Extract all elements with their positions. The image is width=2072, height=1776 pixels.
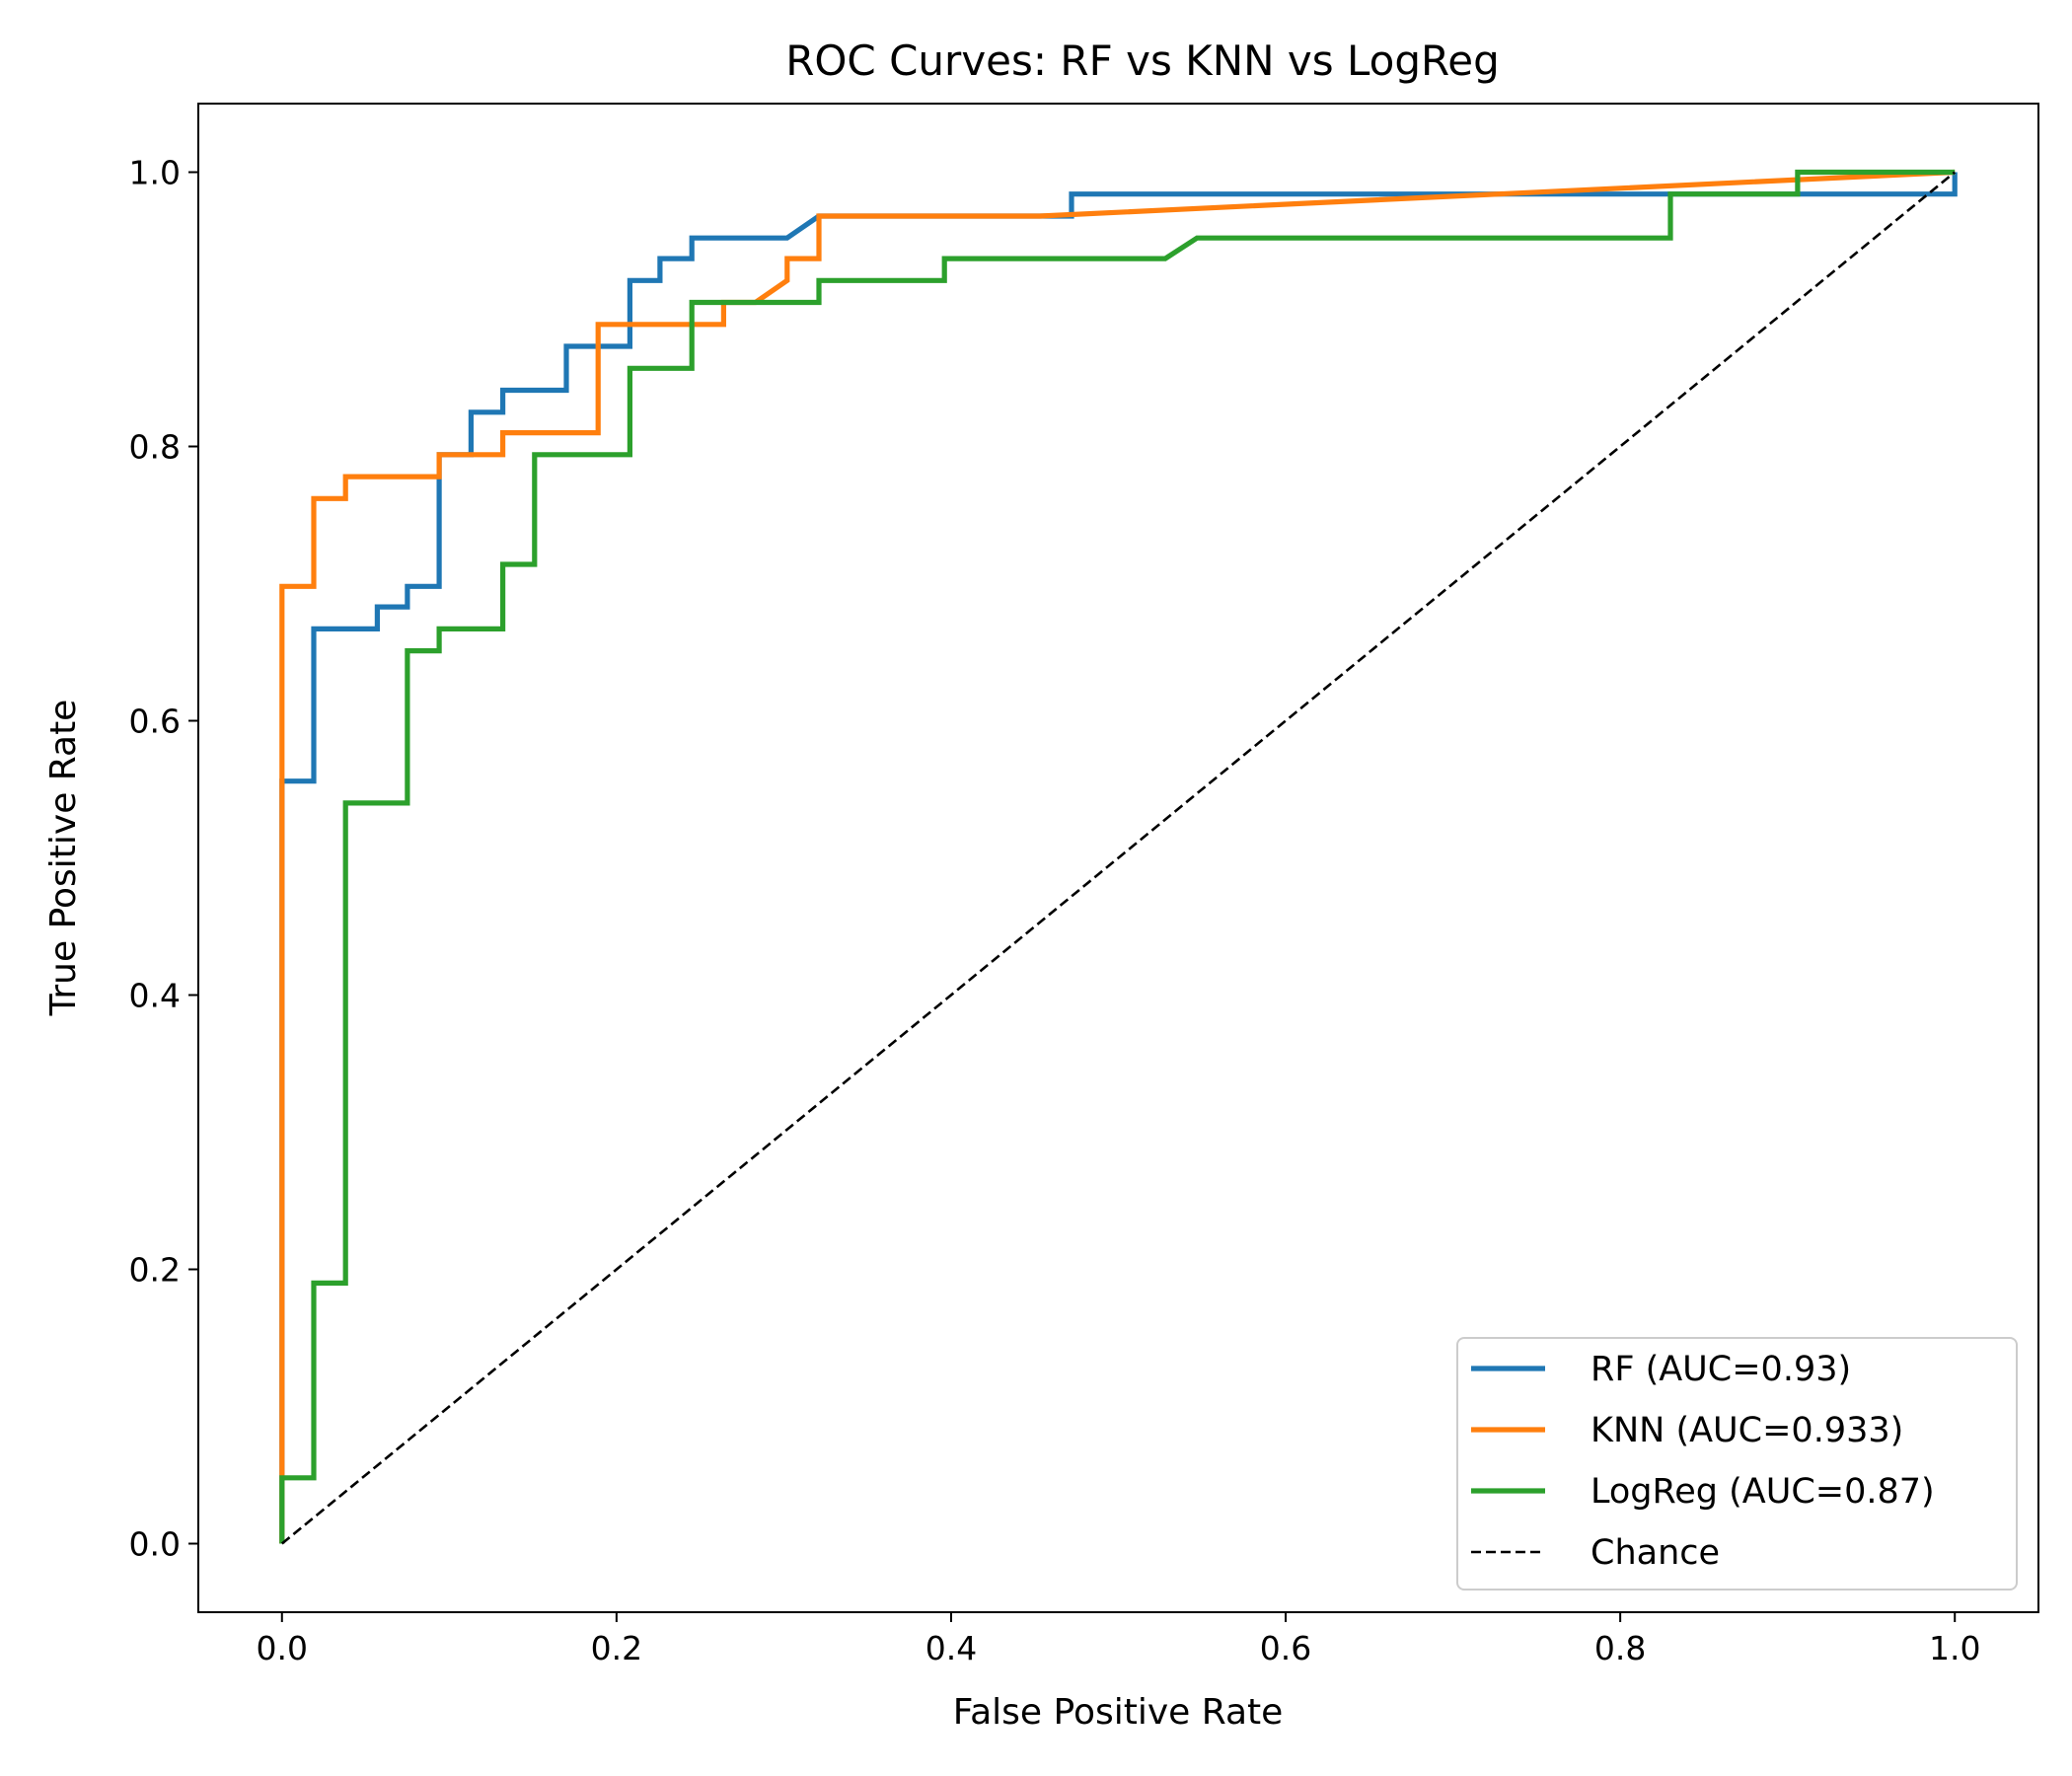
legend-label-3: Chance [1591,1533,1720,1573]
y-tick-label: 0.8 [129,428,181,467]
x-tick-label: 0.8 [1594,1629,1646,1667]
legend-label-1: KNN (AUC=0.933) [1591,1411,1903,1450]
series-line-0 [279,172,1958,1544]
y-tick-label: 0.6 [129,703,181,741]
legend-box [1456,1337,2018,1591]
y-axis-label: True Positive Rate [43,700,84,1017]
plot-frame [197,103,2039,1613]
legend-label-2: LogReg (AUC=0.87) [1591,1472,1935,1512]
x-axis-label: False Positive Rate [953,1692,1284,1733]
y-tick-label: 0.4 [129,977,181,1015]
y-tick-label: 0.2 [129,1251,181,1290]
y-axis-ticks: 0.0 0.2 0.4 0.6 0.8 1.0 [129,154,198,1564]
x-axis-ticks: 0.0 0.2 0.4 0.6 0.8 1.0 [257,1612,1980,1667]
legend-label-0: RF (AUC=0.93) [1591,1350,1851,1389]
chart-title: ROC Curves: RF vs KNN vs LogReg [785,37,1500,85]
x-tick-label: 0.0 [257,1629,308,1667]
legend: RF (AUC=0.93) KNN (AUC=0.933) LogReg (AUC=… [1456,1337,2018,1591]
series-line-1 [279,169,1956,1544]
x-tick-label: 0.4 [925,1629,977,1667]
y-tick-label: 1.0 [129,154,181,192]
x-tick-label: 0.2 [591,1629,642,1667]
x-tick-label: 0.6 [1260,1629,1311,1667]
y-tick-label: 0.0 [129,1525,181,1564]
series-line-2 [279,169,1956,1544]
series-line-3 [280,171,1957,1545]
x-tick-label: 1.0 [1929,1629,1980,1667]
series-layer [279,169,1958,1545]
